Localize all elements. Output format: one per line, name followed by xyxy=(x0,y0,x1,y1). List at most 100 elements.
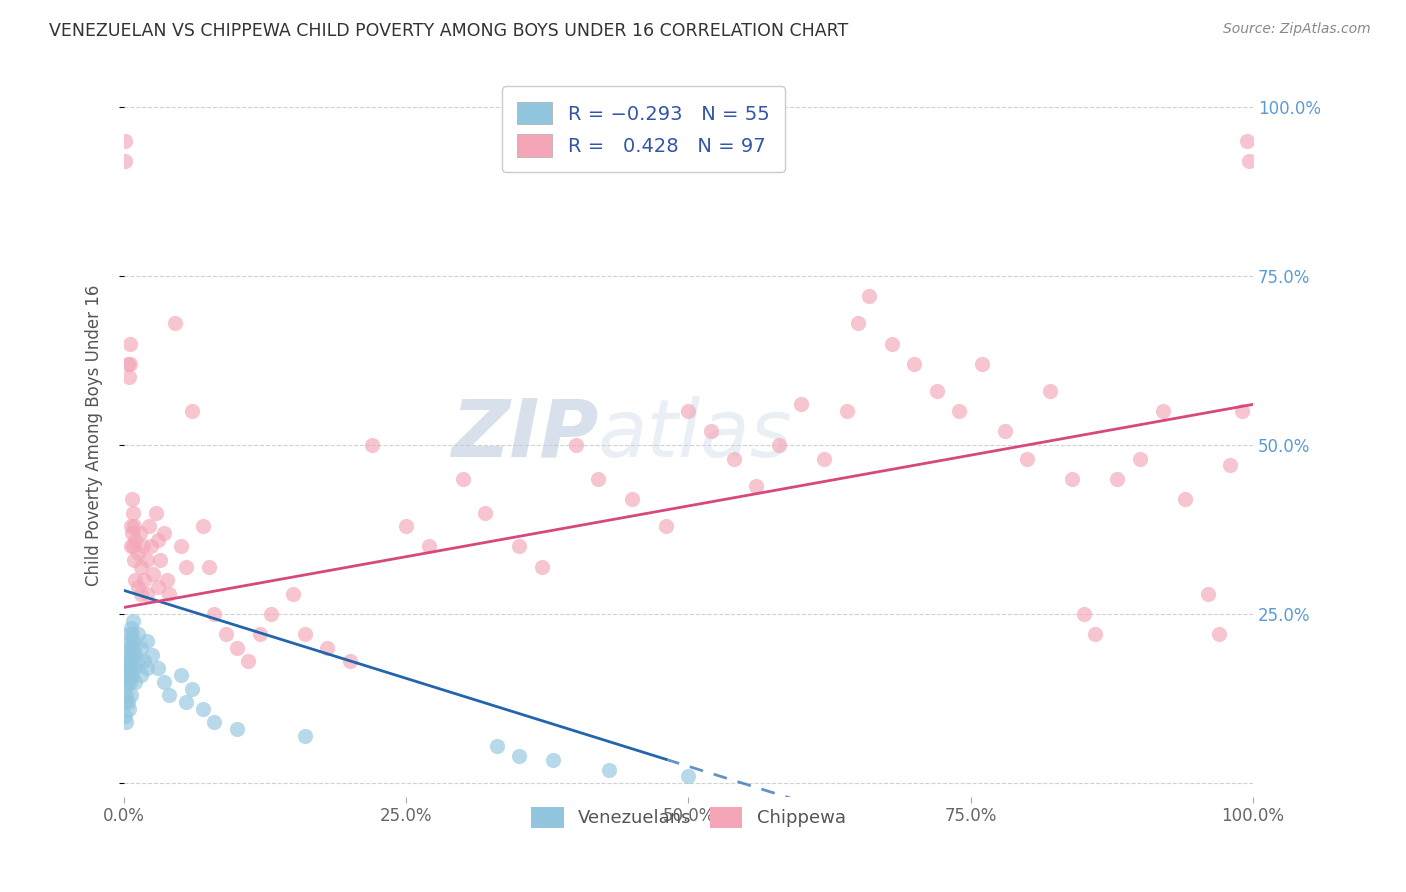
Point xyxy=(120,519,142,533)
Point xyxy=(485,739,508,753)
Point xyxy=(191,519,214,533)
Point xyxy=(121,668,143,682)
Point xyxy=(169,668,191,682)
Point xyxy=(1174,492,1197,507)
Point xyxy=(118,336,141,351)
Point xyxy=(249,627,271,641)
Point xyxy=(124,661,146,675)
Point xyxy=(117,627,139,641)
Point xyxy=(115,715,138,730)
Point xyxy=(395,519,418,533)
Point xyxy=(129,640,152,655)
Point xyxy=(294,729,316,743)
Point xyxy=(129,525,152,540)
Point xyxy=(127,655,149,669)
Point xyxy=(115,655,138,669)
Point xyxy=(1039,384,1062,398)
Point xyxy=(1208,627,1230,641)
Point xyxy=(418,540,440,554)
Point xyxy=(120,689,142,703)
Point xyxy=(114,134,136,148)
Point xyxy=(127,546,149,560)
Point xyxy=(1073,607,1095,621)
Point xyxy=(598,763,620,777)
Point xyxy=(541,753,564,767)
Point xyxy=(124,648,146,662)
Point xyxy=(238,655,260,669)
Point xyxy=(745,478,768,492)
Point xyxy=(993,425,1015,439)
Point xyxy=(1239,153,1261,168)
Point xyxy=(118,357,141,371)
Point xyxy=(655,519,678,533)
Point xyxy=(114,708,136,723)
Point xyxy=(120,540,142,554)
Point xyxy=(174,559,197,574)
Point xyxy=(117,648,139,662)
Point xyxy=(118,634,141,648)
Point xyxy=(169,540,191,554)
Point xyxy=(768,438,790,452)
Point xyxy=(146,580,169,594)
Point xyxy=(121,627,143,641)
Point xyxy=(858,289,880,303)
Point xyxy=(564,438,586,452)
Point xyxy=(1107,472,1129,486)
Point xyxy=(135,661,157,675)
Point xyxy=(145,506,167,520)
Point xyxy=(124,519,146,533)
Point xyxy=(204,607,226,621)
Point xyxy=(508,749,530,764)
Point xyxy=(114,153,136,168)
Point xyxy=(115,668,138,682)
Point xyxy=(114,681,136,696)
Point xyxy=(180,404,202,418)
Point xyxy=(191,702,214,716)
Point xyxy=(586,472,609,486)
Point xyxy=(678,770,700,784)
Point xyxy=(117,661,139,675)
Point xyxy=(152,674,174,689)
Point xyxy=(260,607,283,621)
Point xyxy=(1152,404,1174,418)
Point xyxy=(149,553,172,567)
Point xyxy=(508,540,530,554)
Point xyxy=(124,574,146,588)
Point xyxy=(124,674,146,689)
Point xyxy=(120,661,142,675)
Point xyxy=(156,574,179,588)
Point xyxy=(129,587,152,601)
Point xyxy=(835,404,858,418)
Point xyxy=(846,316,869,330)
Point xyxy=(134,655,156,669)
Point xyxy=(474,506,496,520)
Point xyxy=(621,492,644,507)
Point xyxy=(121,525,143,540)
Point xyxy=(678,404,700,418)
Point xyxy=(120,621,142,635)
Point xyxy=(146,533,169,547)
Point xyxy=(124,553,146,567)
Point xyxy=(215,627,238,641)
Point xyxy=(127,627,149,641)
Point xyxy=(316,640,339,655)
Point xyxy=(1062,472,1084,486)
Point xyxy=(115,689,138,703)
Point xyxy=(124,640,146,655)
Point xyxy=(141,540,163,554)
Text: ZIP: ZIP xyxy=(451,396,598,474)
Point xyxy=(152,525,174,540)
Point xyxy=(1236,134,1258,148)
Legend: Venezuelans, Chippewa: Venezuelans, Chippewa xyxy=(524,799,853,835)
Point xyxy=(118,655,141,669)
Point xyxy=(117,370,139,384)
Point xyxy=(127,580,149,594)
Point xyxy=(1219,458,1241,473)
Point xyxy=(142,566,165,581)
Point xyxy=(880,336,903,351)
Y-axis label: Child Poverty Among Boys Under 16: Child Poverty Among Boys Under 16 xyxy=(86,285,103,585)
Point xyxy=(903,357,925,371)
Point xyxy=(129,668,152,682)
Point xyxy=(1230,404,1253,418)
Point xyxy=(530,559,553,574)
